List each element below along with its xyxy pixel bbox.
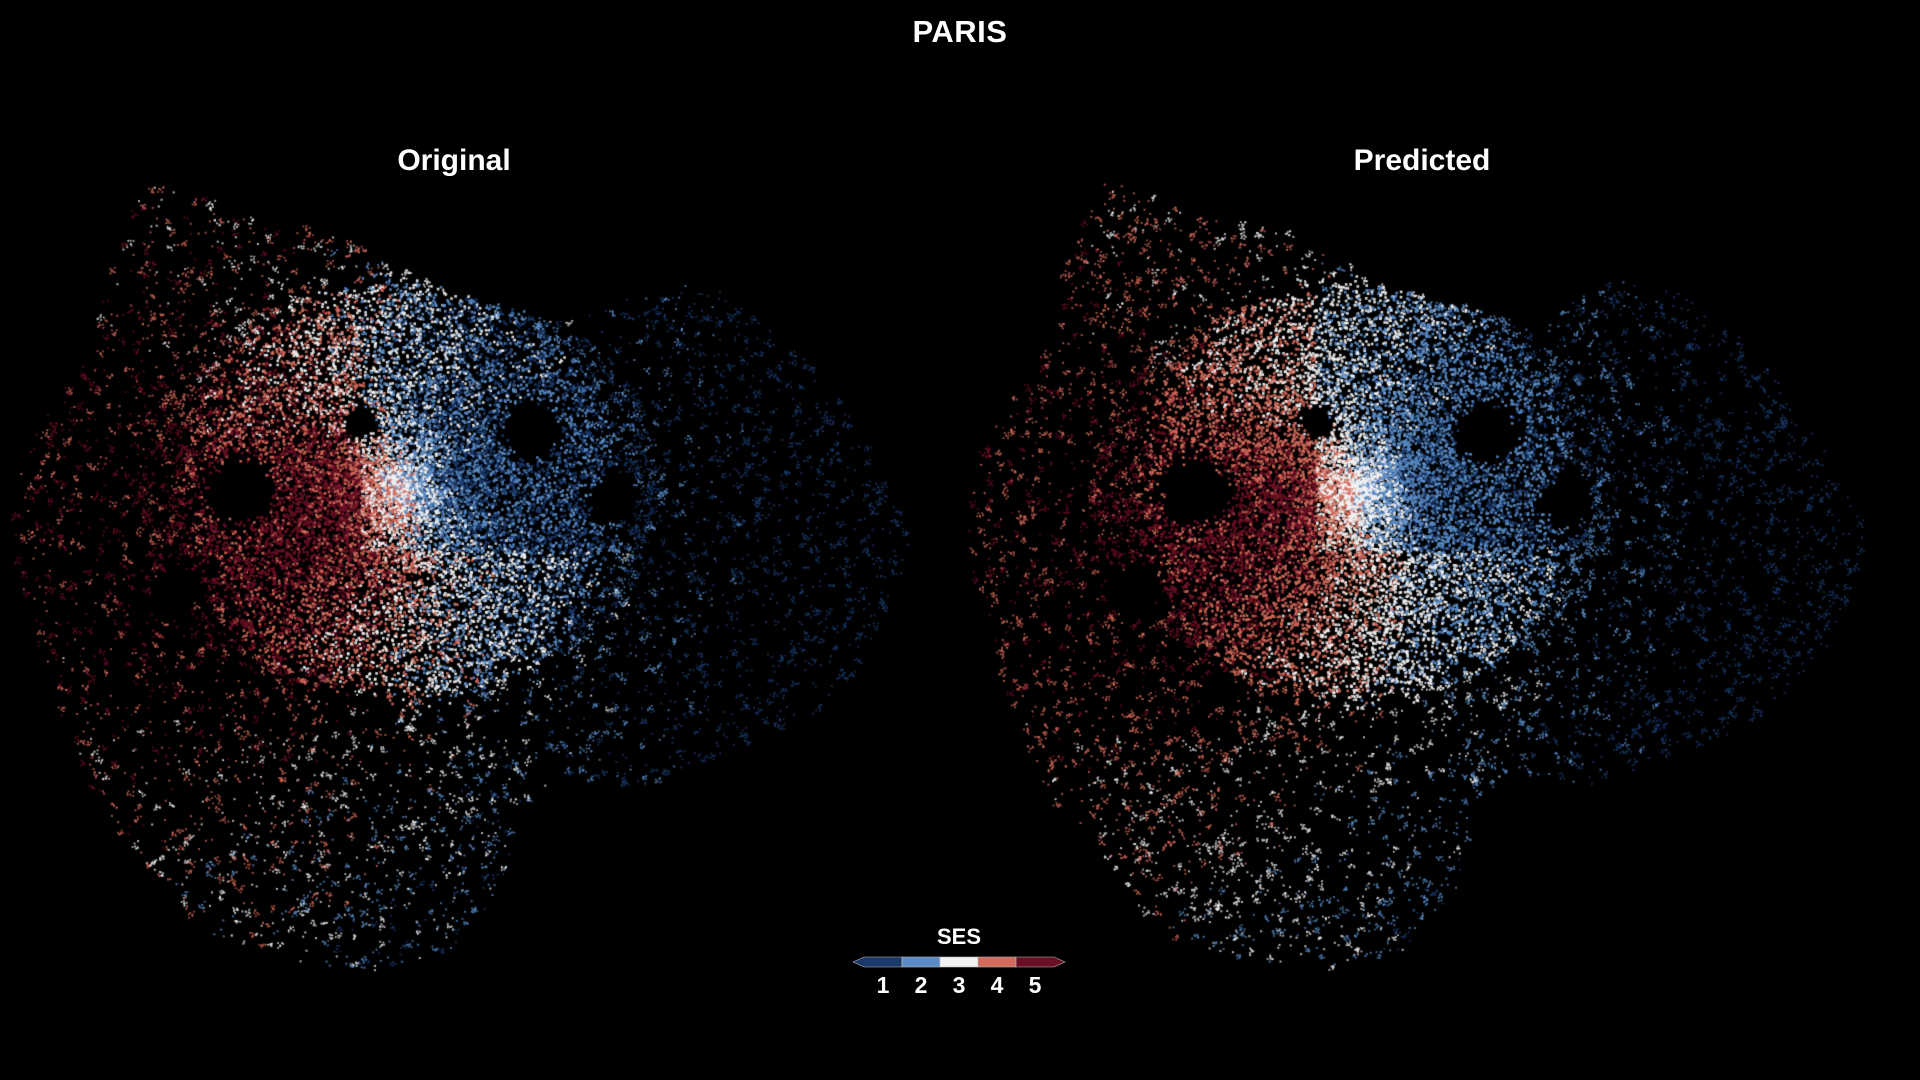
legend-tick-5: 5 bbox=[1028, 972, 1042, 998]
legend-tick-3: 3 bbox=[952, 972, 966, 998]
legend-colorbar bbox=[852, 956, 1066, 968]
ses-legend: SES 1 2 3 4 5 bbox=[848, 924, 1070, 1004]
legend-swatch-3 bbox=[939, 956, 979, 968]
legend-swatch-5 bbox=[1015, 956, 1066, 968]
legend-tick-2: 2 bbox=[914, 972, 928, 998]
legend-tick-4: 4 bbox=[990, 972, 1004, 998]
legend-swatch-1 bbox=[852, 956, 903, 968]
figure-title: PARIS bbox=[912, 14, 1008, 49]
map-original bbox=[0, 170, 920, 1020]
legend-tick-1: 1 bbox=[876, 972, 890, 998]
map-predicted bbox=[955, 170, 1875, 1020]
legend-swatch-4 bbox=[977, 956, 1017, 968]
legend-title: SES bbox=[936, 924, 982, 949]
legend-swatch-2 bbox=[901, 956, 941, 968]
